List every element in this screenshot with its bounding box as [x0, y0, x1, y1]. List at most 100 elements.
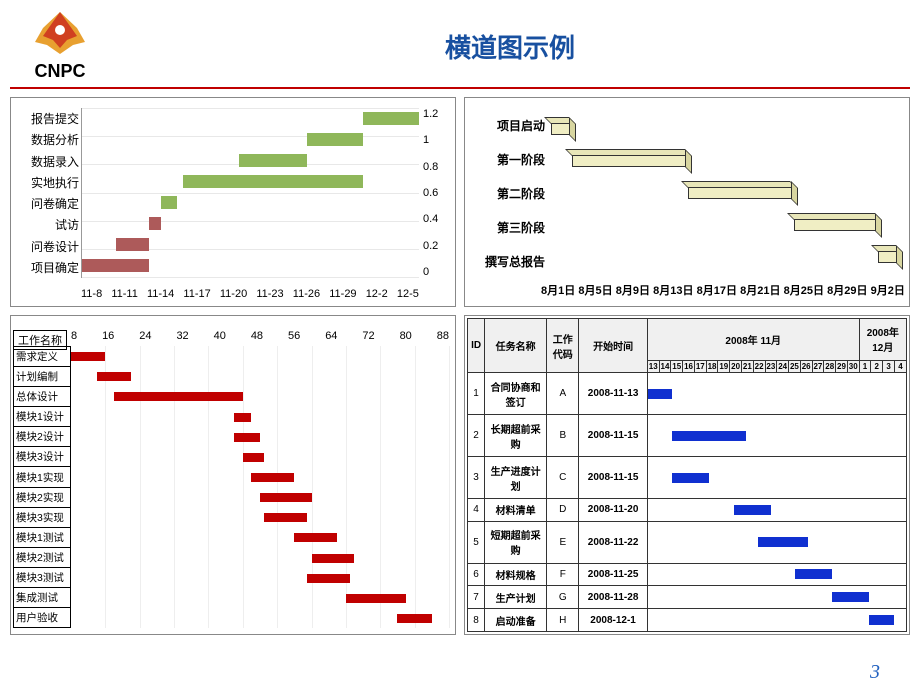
table-row: 8 启动准备 H 2008-12-1 [468, 609, 907, 632]
task-label: 用户验收 [13, 608, 71, 628]
axis-label: 11-29 [329, 288, 356, 300]
gantt-bar [116, 238, 150, 251]
axis-label: 试访 [11, 216, 79, 233]
axis-label: 8月25日 [784, 282, 824, 298]
chart-1-xlabels: 11-811-1111-1411-1711-2011-2311-2611-291… [81, 288, 419, 300]
chart-2: 项目启动第一阶段第二阶段第三阶段撰写总报告 8月1日8月5日8月9日8月13日8… [464, 97, 910, 307]
page-number: 3 [870, 661, 880, 684]
axis-label: 0.6 [423, 187, 451, 199]
axis-label: 报告提交 [11, 110, 79, 127]
task-label: 模块1实现 [13, 467, 71, 487]
gantt-bar [260, 493, 312, 502]
gantt-bar [71, 352, 105, 361]
task-label: 模块3设计 [13, 447, 71, 467]
chart-2-xlabels: 8月1日8月5日8月9日8月13日8月17日8月21日8月25日8月29日9月2… [541, 282, 905, 298]
task-label: 模块2实现 [13, 488, 71, 508]
gantt-bar [312, 554, 355, 563]
gantt-bar [82, 259, 149, 272]
axis-label: 16 [102, 330, 114, 342]
page-title: 横道图示例 [100, 10, 920, 65]
axis-label: 项目确定 [11, 259, 79, 276]
gantt-bar [648, 389, 673, 399]
axis-label: 11-17 [183, 288, 210, 300]
task-label: 模块1测试 [13, 528, 71, 548]
axis-label: 11-20 [220, 288, 247, 300]
gantt-bar [397, 614, 431, 623]
axis-label: 88 [437, 330, 449, 342]
axis-label: 8月1日 [541, 282, 575, 298]
axis-label: 8月21日 [740, 282, 780, 298]
gantt-bar [264, 513, 307, 522]
gantt-bar [251, 473, 294, 482]
task-label: 模块3实现 [13, 508, 71, 528]
axis-label: 0.4 [423, 213, 451, 225]
gantt-bar [688, 185, 793, 199]
gantt-bar [346, 594, 406, 603]
axis-label: 32 [176, 330, 188, 342]
chart-3: 工作名称 816243240485664728088 需求定义计划编制总体设计模… [10, 315, 456, 635]
chart-1: 报告提交数据分析数据录入实地执行问卷确定试访问卷设计项目确定 1.210.80.… [10, 97, 456, 307]
table-row: 7 生产计划 G 2008-11-28 [468, 586, 907, 609]
axis-label: 11-26 [293, 288, 320, 300]
table-row: 3 生产进度计划 C 2008-11-15 [468, 457, 907, 499]
gantt-bar [149, 217, 160, 230]
cnpc-logo-icon [33, 10, 87, 54]
axis-label: 0 [423, 266, 451, 278]
axis-label: 第二阶段 [465, 185, 545, 202]
gantt-bar [161, 196, 178, 209]
table-row: 5 短期超前采购 E 2008-11-22 [468, 521, 907, 563]
axis-label: 56 [288, 330, 300, 342]
header: CNPC 横道图示例 [0, 0, 920, 87]
task-label: 需求定义 [13, 346, 71, 367]
chart-1-plot [81, 108, 419, 278]
table-row: 1 合同协商和签订 A 2008-11-13 [468, 373, 907, 415]
task-label: 模块2测试 [13, 548, 71, 568]
chart-2-plot [551, 112, 899, 272]
axis-label: 8月9日 [616, 282, 650, 298]
logo: CNPC [20, 10, 100, 82]
gantt-bar [795, 569, 832, 579]
chart-grid: 报告提交数据分析数据录入实地执行问卷确定试访问卷设计项目确定 1.210.80.… [0, 97, 920, 635]
table-row: 6 材料规格 F 2008-11-25 [468, 563, 907, 586]
task-label: 计划编制 [13, 367, 71, 387]
axis-label: 数据录入 [11, 153, 79, 170]
axis-label: 0.8 [423, 161, 451, 173]
divider [10, 87, 910, 89]
chart-3-xlabels: 816243240485664728088 [71, 330, 449, 342]
axis-label: 问卷确定 [11, 195, 79, 212]
axis-label: 撰写总报告 [465, 253, 545, 270]
task-label: 总体设计 [13, 387, 71, 407]
axis-label: 12-2 [366, 288, 388, 300]
axis-label: 12-5 [397, 288, 419, 300]
gantt-bar [307, 133, 363, 146]
gantt-bar [832, 592, 869, 602]
gantt-bar [734, 505, 771, 515]
table-row: 2 长期超前采购 B 2008-11-15 [468, 415, 907, 457]
task-label: 模块1设计 [13, 407, 71, 427]
axis-label: 8月17日 [697, 282, 737, 298]
gantt-bar [307, 574, 350, 583]
axis-label: 11-23 [256, 288, 283, 300]
axis-label: 24 [139, 330, 151, 342]
axis-label: 数据分析 [11, 131, 79, 148]
table-row: 4 材料清单 D 2008-11-20 [468, 498, 907, 521]
axis-label: 1 [423, 134, 451, 146]
gantt-bar [794, 217, 878, 231]
gantt-bar [878, 249, 899, 263]
gantt-bar [572, 153, 688, 167]
axis-label: 48 [251, 330, 263, 342]
gantt-bar [672, 473, 709, 483]
task-label: 模块3测试 [13, 568, 71, 588]
axis-label: 问卷设计 [11, 238, 79, 255]
axis-label: 8 [71, 330, 77, 342]
axis-label: 11-14 [147, 288, 174, 300]
gantt-bar [551, 121, 572, 135]
chart-3-plot [71, 346, 449, 628]
chart-4: ID 任务名称 工作代码 开始时间 2008年 11月 2008年 12月 13… [464, 315, 910, 635]
gantt-bar [114, 392, 243, 401]
gantt-bar [363, 112, 419, 125]
task-label: 模块2设计 [13, 427, 71, 447]
axis-label: 第一阶段 [465, 151, 545, 168]
chart-2-ylabels: 项目启动第一阶段第二阶段第三阶段撰写总报告 [465, 108, 545, 278]
axis-label: 64 [325, 330, 337, 342]
